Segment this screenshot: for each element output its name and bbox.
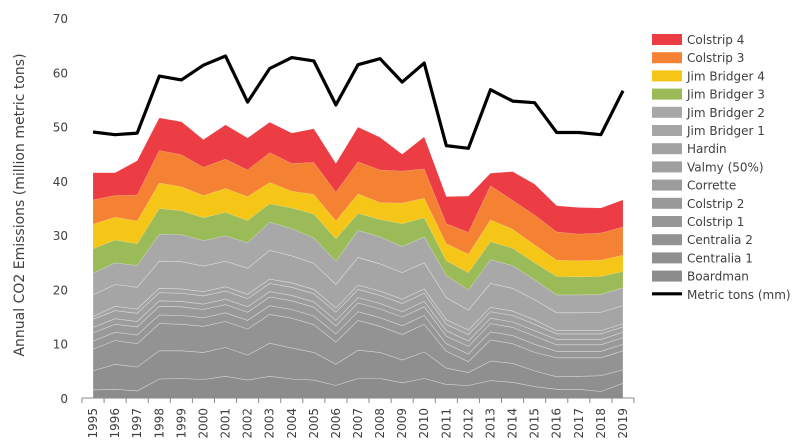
x-tick-label: 2001 — [219, 408, 233, 439]
y-tick-label: 30 — [53, 229, 68, 243]
y-tick-label: 60 — [53, 66, 68, 80]
x-tick-label: 2014 — [506, 408, 520, 439]
legend-label: Colstrip 3 — [687, 51, 744, 65]
legend-swatch — [652, 270, 682, 282]
x-tick-label: 2012 — [461, 408, 475, 439]
legend-swatch — [652, 179, 682, 191]
legend-label: Corrette — [687, 179, 736, 193]
x-tick-label: 2002 — [241, 408, 255, 439]
legend-swatch — [652, 125, 682, 136]
area-series-13 — [92, 117, 624, 235]
legend-label: Valmy (50%) — [687, 160, 764, 174]
x-tick-label: 2007 — [351, 408, 365, 439]
legend-label: Colstrip 4 — [687, 33, 744, 47]
legend-swatch — [652, 34, 682, 45]
x-tick-label: 2009 — [395, 408, 409, 439]
x-tick-label: 2018 — [594, 408, 608, 439]
x-tick-labels: 1995 1996 1997 1998 1999 2000 2001 2002 2003 2004… — [86, 408, 630, 439]
legend-label: Jim Bridger 2 — [686, 106, 765, 120]
y-tick-label: 20 — [53, 283, 68, 297]
x-tick-label: 2017 — [572, 408, 586, 439]
y-tick-label: 0 — [60, 392, 68, 406]
legend-swatch — [652, 70, 682, 82]
y-tick-labels: 0 10 20 30 40 50 60 70 — [53, 12, 68, 406]
x-tick-label: 1999 — [174, 408, 188, 439]
x-tick-label: 2008 — [373, 408, 387, 439]
y-axis-title: Annual CO2 Emissions (million metric ton… — [12, 53, 28, 356]
legend-swatch — [652, 52, 682, 64]
legend-label: Colstrip 2 — [687, 197, 744, 211]
legend-swatch — [652, 161, 682, 173]
legend-label: Colstrip 1 — [687, 215, 744, 229]
y-tick-label: 70 — [53, 12, 68, 26]
legend-label: Centralia 1 — [687, 251, 753, 265]
legend-swatch — [652, 143, 682, 155]
total-emissions-line — [92, 54, 625, 150]
legend-label: Jim Bridger 1 — [686, 124, 765, 138]
legend-label: Jim Bridger 4 — [686, 69, 765, 83]
x-tick-label: 2010 — [417, 408, 431, 439]
x-tick-label: 2003 — [263, 408, 277, 439]
y-tick-label: 10 — [53, 338, 68, 352]
x-tick-label: 1995 — [86, 408, 100, 439]
axes — [81, 397, 635, 403]
x-tick-label: 1997 — [130, 408, 144, 439]
stacked-areas — [92, 117, 624, 399]
legend-swatch — [652, 234, 682, 246]
x-tick-label: 2016 — [550, 408, 564, 439]
legend-label: Metric tons (mm) — [687, 288, 791, 302]
x-tick-label: 2006 — [329, 408, 343, 439]
legend-swatch — [652, 197, 682, 209]
x-tick-label: 1998 — [152, 408, 166, 439]
x-tick-label: 1996 — [108, 408, 122, 439]
legend-swatch — [652, 106, 682, 118]
legend-label: Centralia 2 — [687, 233, 753, 247]
y-tick-label: 40 — [53, 175, 68, 189]
x-tick-label: 2013 — [484, 408, 498, 439]
legend: Colstrip 4 Colstrip 3 Jim Bridger 4 Jim Bri… — [652, 33, 791, 302]
x-tick-label: 2005 — [307, 408, 321, 439]
legend-swatch — [652, 252, 682, 264]
legend-label: Jim Bridger 3 — [686, 88, 765, 102]
legend-label: Hardin — [687, 142, 727, 156]
x-tick-label: 2004 — [285, 408, 299, 439]
legend-swatch — [652, 88, 682, 100]
legend-swatch — [652, 216, 682, 227]
x-tick-label: 2000 — [196, 408, 210, 439]
total-line-layer — [92, 54, 625, 150]
y-tick-label: 50 — [53, 121, 68, 135]
x-tick-label: 2019 — [616, 408, 630, 439]
x-tick-label: 2015 — [528, 408, 542, 439]
x-tick-label: 2011 — [439, 408, 453, 439]
legend-label: Boardman — [687, 270, 749, 284]
